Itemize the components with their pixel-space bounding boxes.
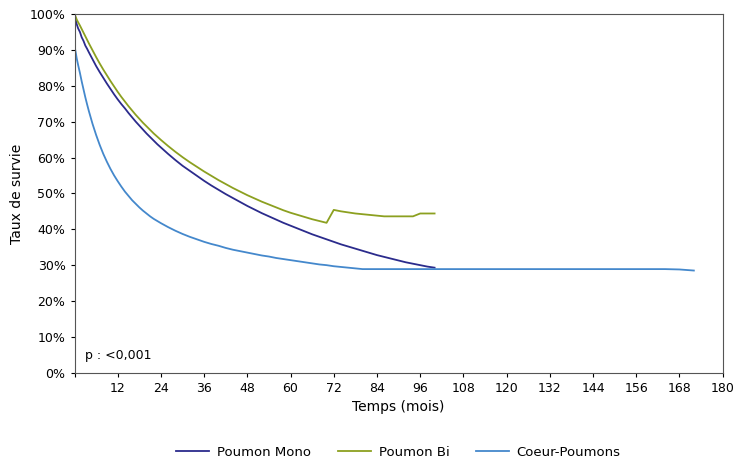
- Poumon Mono: [70, 11, 79, 17]
- Coeur-Poumons: [250, 251, 259, 257]
- Poumon Bi: [322, 220, 331, 226]
- Poumon Bi: [387, 213, 396, 219]
- Coeur-Poumons: [145, 213, 155, 219]
- Line: Poumon Bi: Poumon Bi: [74, 14, 434, 223]
- Poumon Mono: [416, 262, 425, 268]
- Coeur-Poumons: [102, 159, 112, 164]
- Coeur-Poumons: [70, 43, 79, 49]
- Text: p : <0,001: p : <0,001: [85, 349, 152, 362]
- Y-axis label: Taux de survie: Taux de survie: [10, 143, 24, 244]
- Coeur-Poumons: [618, 266, 627, 272]
- Poumon Bi: [70, 11, 79, 17]
- Poumon Bi: [229, 185, 238, 191]
- Poumon Mono: [430, 265, 439, 270]
- Legend: Poumon Mono, Poumon Bi, Coeur-Poumons: Poumon Mono, Poumon Bi, Coeur-Poumons: [171, 440, 626, 464]
- Poumon Bi: [430, 211, 439, 216]
- Line: Coeur-Poumons: Coeur-Poumons: [74, 46, 694, 271]
- Poumon Bi: [106, 78, 115, 84]
- Coeur-Poumons: [142, 211, 151, 216]
- Coeur-Poumons: [689, 268, 698, 274]
- Poumon Mono: [229, 195, 238, 201]
- X-axis label: Temps (mois): Temps (mois): [352, 400, 445, 414]
- Poumon Mono: [106, 86, 115, 92]
- Poumon Bi: [110, 84, 118, 89]
- Coeur-Poumons: [156, 220, 165, 226]
- Poumon Mono: [221, 192, 230, 197]
- Poumon Mono: [110, 91, 118, 97]
- Poumon Mono: [380, 254, 389, 260]
- Poumon Bi: [221, 181, 230, 187]
- Line: Poumon Mono: Poumon Mono: [74, 14, 434, 267]
- Poumon Bi: [153, 134, 162, 139]
